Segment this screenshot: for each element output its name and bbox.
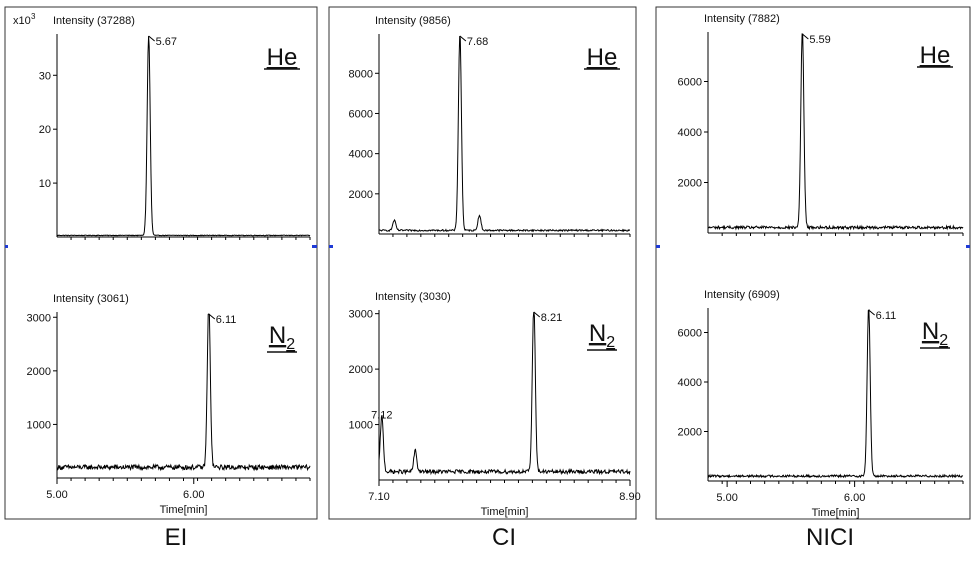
group-frame-ci <box>328 6 637 520</box>
gas-subscript-nici-bottom: 2 <box>939 332 948 349</box>
gas-symbol-ci-bottom: N <box>589 320 606 347</box>
gas-symbol-nici-top: He <box>920 42 951 69</box>
panel-divider-marker <box>656 245 660 248</box>
peak-label-leader-nici-top <box>802 33 809 40</box>
gas-symbol-nici-bottom: N <box>922 318 939 345</box>
y-tick-label-ci-top: 2000 <box>349 189 373 201</box>
x-tick-label-ci-bottom: 8.90 <box>619 491 640 503</box>
peak-label-leader-ei-bottom <box>208 313 216 320</box>
intensity-title-ci-top: Intensity (9856) <box>375 15 451 27</box>
gas-subscript-ei-bottom: 2 <box>286 336 295 353</box>
gas-label-ei-bottom: N2 <box>269 322 295 353</box>
group-label-ci: CI <box>492 524 516 551</box>
y-tick-label-ci-bottom: 1000 <box>349 420 373 432</box>
y-tick-label-ci-top: 4000 <box>349 149 373 161</box>
chromatogram-trace-ei-top <box>56 35 311 237</box>
y-tick-label-ci-bottom: 3000 <box>349 309 373 321</box>
peak-label-ci-bottom: 8.21 <box>541 312 562 324</box>
intensity-title-ei-bottom: Intensity (3061) <box>53 293 129 305</box>
gas-subscript-ci-bottom: 2 <box>606 334 615 351</box>
group-frame-ei <box>4 6 318 520</box>
y-tick-label-nici-bottom: 2000 <box>678 426 702 438</box>
y-tick-label-nici-bottom: 4000 <box>678 377 702 389</box>
intensity-title-nici-bottom: Intensity (6909) <box>704 289 780 301</box>
x-tick-label-ei-bottom: 6.00 <box>183 489 204 501</box>
panel-divider-marker <box>5 245 8 248</box>
group-label-nici: NICI <box>806 524 854 551</box>
gas-symbol-ei-bottom: N <box>269 322 286 349</box>
gas-label-ci-bottom: N2 <box>589 320 615 351</box>
x-tick-label-nici-bottom: 6.00 <box>844 492 865 504</box>
intensity-title-ci-bottom: Intensity (3030) <box>375 291 451 303</box>
y-tick-label-ei-bottom: 2000 <box>27 366 51 378</box>
y-tick-label-ci-top: 8000 <box>349 68 373 80</box>
x-tick-label-ci-bottom: 7.10 <box>368 491 389 503</box>
gas-label-nici-bottom: N2 <box>922 318 948 349</box>
y-tick-label-ei-top: 20 <box>39 124 51 136</box>
y-tick-label-ci-bottom: 2000 <box>349 364 373 376</box>
y-tick-label-nici-top: 6000 <box>678 77 702 89</box>
x-axis-label-ei-bottom: Time[min] <box>160 504 208 516</box>
y-multiplier-ei-top: x10 <box>13 15 31 27</box>
peak-label-ci-top: 7.68 <box>467 36 488 48</box>
y-tick-label-ci-top: 6000 <box>349 108 373 120</box>
gas-symbol-ci-top: He <box>587 44 618 71</box>
gas-label-ei-top: He <box>267 44 298 71</box>
peak-label-leader-ci-top <box>459 35 467 42</box>
x-tick-label-ei-bottom: 5.00 <box>46 489 67 501</box>
panel-divider-marker <box>329 245 333 248</box>
chromatogram-trace-ei-bottom <box>56 313 311 472</box>
y-tick-label-nici-bottom: 6000 <box>678 327 702 339</box>
group-label-ei: EI <box>164 524 188 551</box>
intensity-title-ei-top: Intensity (37288) <box>53 15 135 27</box>
chromatogram-trace-ci-top <box>379 35 630 233</box>
y-tick-label-ei-top: 10 <box>39 178 51 190</box>
x-axis-label-ci-bottom: Time[min] <box>481 506 529 518</box>
chromatogram-trace-ci-bottom <box>378 311 631 476</box>
gas-label-ci-top: He <box>587 44 618 71</box>
peak-label-nici-bottom: 6.11 <box>876 310 897 322</box>
peak-label-leader-ci-bottom <box>533 311 541 318</box>
y-tick-label-ei-top: 30 <box>39 70 51 82</box>
peak-label-ei-top: 5.67 <box>156 36 177 48</box>
x-tick-label-nici-bottom: 5.00 <box>716 492 737 504</box>
y-tick-label-ei-bottom: 3000 <box>27 312 51 324</box>
peak-label-leader-nici-bottom <box>868 309 875 316</box>
chromatogram-trace-nici-top <box>707 33 964 231</box>
gas-label-nici-top: He <box>920 42 951 69</box>
panel-divider-marker <box>966 245 970 248</box>
peak-label-leader-ei-top <box>148 35 155 42</box>
intensity-title-nici-top: Intensity (7882) <box>704 13 780 25</box>
peak-label-nici-top: 5.59 <box>809 34 830 46</box>
gas-symbol-ei-top: He <box>267 44 298 71</box>
x-axis-label-nici-bottom: Time[min] <box>812 507 860 519</box>
panel-divider-marker <box>312 245 317 248</box>
y-multiplier-exponent-ei-top: 3 <box>31 12 36 21</box>
y-tick-label-ei-bottom: 1000 <box>27 419 51 431</box>
y-tick-label-nici-top: 4000 <box>678 127 702 139</box>
peak-label-ei-bottom: 6.11 <box>216 314 237 326</box>
peak-label-ci-bottom: 7.12 <box>371 410 392 422</box>
chromatogram-trace-nici-bottom <box>707 308 964 479</box>
group-frame-nici <box>655 6 971 520</box>
y-tick-label-nici-top: 2000 <box>678 178 702 190</box>
